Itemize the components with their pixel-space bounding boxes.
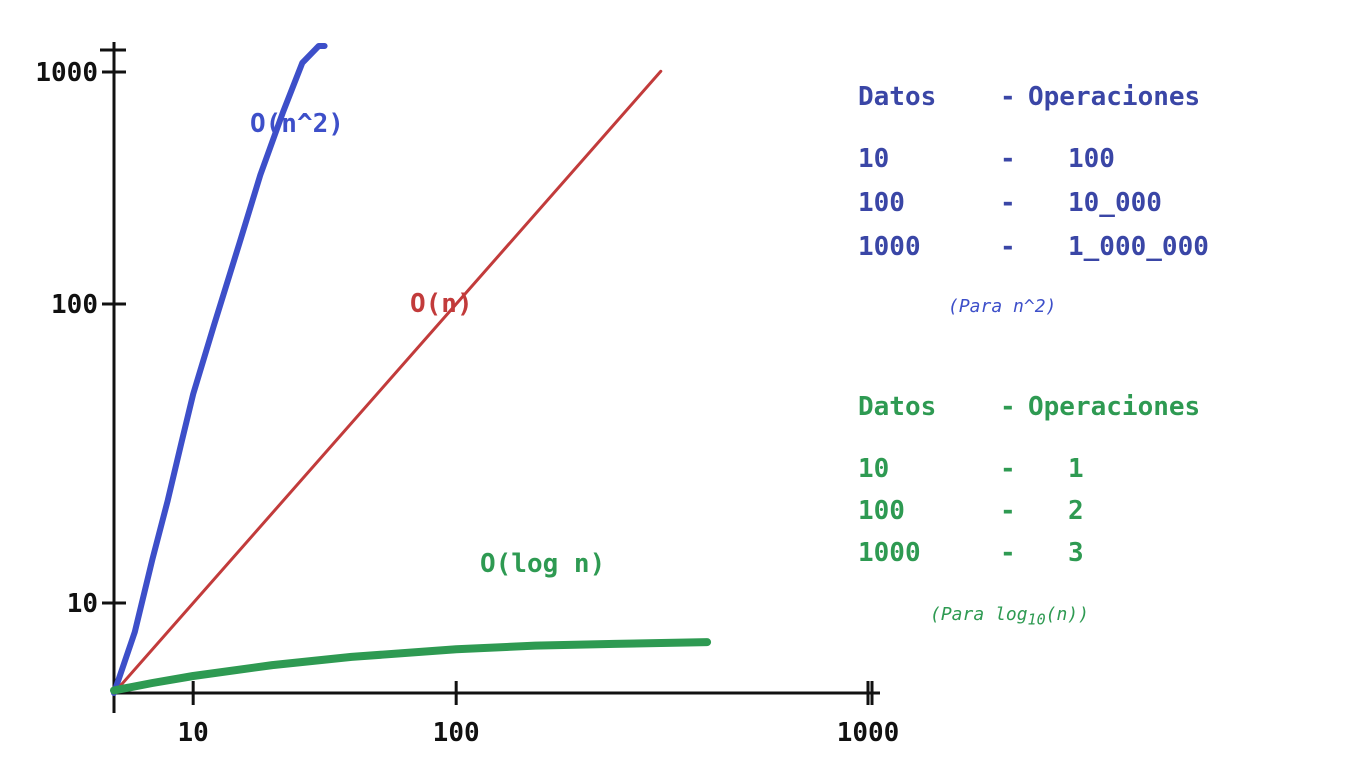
y-tick-label: 10 [67, 589, 98, 619]
note-suffix: (n)) [1045, 604, 1089, 625]
row-operaciones: 100 [1068, 144, 1115, 174]
header-datos: Datos [858, 392, 937, 422]
row-dash: - [1000, 232, 1016, 262]
linear-line [112, 69, 663, 695]
row-dash: - [1000, 144, 1016, 174]
y-tick-label: 100 [51, 290, 98, 320]
row-dash: - [1000, 496, 1016, 526]
header-datos: Datos [858, 82, 937, 112]
logarithmic-curve [110, 638, 712, 695]
quadratic-table: Datos - Operaciones 10 - 100 100 - 10_00… [858, 82, 1238, 282]
row-datos: 100 [858, 188, 905, 218]
row-operaciones: 1 [1068, 454, 1084, 484]
header-dash: - [1000, 392, 1016, 422]
header-dash: - [1000, 82, 1016, 112]
row-datos: 10 [858, 454, 890, 484]
row-operaciones: 3 [1068, 538, 1084, 568]
note-prefix: (Para log [930, 604, 1028, 625]
series-label: O(n^2) [250, 109, 344, 139]
row-operaciones: 2 [1068, 496, 1084, 526]
row-operaciones: 1_000_000 [1068, 232, 1209, 262]
row-datos: 100 [858, 496, 905, 526]
series-label: O(n) [410, 289, 473, 319]
row-dash: - [1000, 188, 1016, 218]
quadratic-note: (Para n^2) [948, 296, 1057, 317]
x-tick-label: 1000 [837, 718, 900, 748]
logarithmic-note: (Para log10(n)) [930, 604, 1089, 629]
y-tick-label: 1000 [35, 58, 98, 88]
logarithmic-table: Datos - Operaciones 10 - 1 100 - 2 1000 … [858, 392, 1238, 582]
header-operaciones: Operaciones [1028, 82, 1201, 112]
row-datos: 1000 [858, 538, 921, 568]
series-label: O(log n) [480, 549, 605, 579]
header-operaciones: Operaciones [1028, 392, 1201, 422]
x-tick-label: 100 [433, 718, 480, 748]
row-operaciones: 10_000 [1068, 188, 1162, 218]
row-datos: 10 [858, 144, 890, 174]
x-tick-label: 10 [178, 718, 209, 748]
quadratic-curve [111, 43, 328, 696]
note-subscript: 10 [1027, 610, 1046, 629]
row-dash: - [1000, 454, 1016, 484]
row-dash: - [1000, 538, 1016, 568]
row-datos: 1000 [858, 232, 921, 262]
